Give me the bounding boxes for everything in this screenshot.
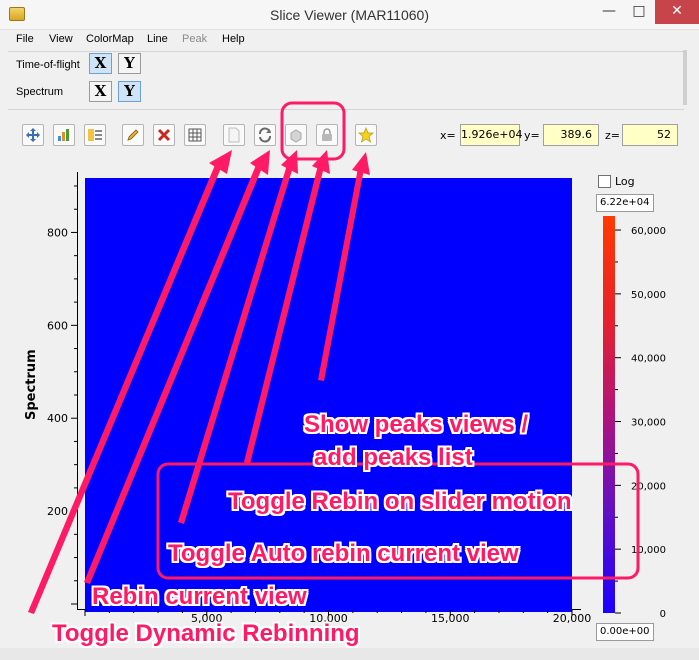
spectrum-y-button[interactable]: Y [118,81,141,102]
z-coord-field[interactable]: 52 [622,124,678,146]
minimize-button[interactable]: — [602,3,616,19]
annotation-dynamic-rebin: Toggle Dynamic Rebinning [52,620,360,647]
menu-peak[interactable]: Peak [182,33,208,45]
divider [8,109,684,110]
colorbar-max-field[interactable]: 6.22e+04 [596,194,654,212]
cube-icon [290,129,302,143]
colorbar-tick-label: 60,000 [631,226,666,237]
lock-rebin-button[interactable] [316,124,338,146]
app-icon [9,7,25,21]
log-label: Log [615,175,635,188]
chart-icon [58,129,69,141]
x-tick-label: 20,000 [553,612,592,625]
tof-x-button[interactable]: X [89,53,112,74]
refresh-icon [259,127,271,143]
clear-line-button[interactable] [153,124,175,146]
menu-line[interactable]: Line [147,33,168,45]
spectrum-x-button[interactable]: X [89,81,112,102]
colorbar-tick-label: 10,000 [631,545,666,556]
maximize-button[interactable]: □ [632,3,646,19]
colorbar-min-field[interactable]: 0.00e+00 [596,623,654,641]
colorbar-tick-label: 0 [660,609,666,620]
auto-rebin-button[interactable] [285,124,307,146]
close-button[interactable]: ✕ [655,0,699,24]
arrowhead-dynamic-rebin [209,150,232,174]
zoom-pan-button[interactable] [22,124,44,146]
dimension-label-tof: Time-of-flight [16,59,80,71]
y-tick-label: 400 [47,412,68,425]
line-tool-button[interactable] [122,124,144,146]
grid-button[interactable] [184,124,206,146]
y-tick-label: 200 [47,505,68,518]
title-bar: Slice Viewer (MAR11060) — □ ✕ [0,0,699,30]
grid-icon [188,128,202,142]
menu-file[interactable]: File [16,33,34,45]
colorbar-tick-label: 30,000 [631,418,666,429]
status-strip [0,648,699,660]
rebin-button[interactable] [223,124,245,146]
colormap-button[interactable] [84,124,106,146]
y-tick-label: 600 [47,319,68,332]
x-coord-field[interactable]: 1.926e+04 [460,124,522,146]
menu-help[interactable]: Help [222,33,245,45]
red-x-icon [157,128,171,142]
annotation-slider-rebin: Toggle Rebin on slider motion [228,488,572,515]
annotation-auto-rebin: Toggle Auto rebin current view [168,540,519,567]
annotation-rebin-current: Rebin current view [92,583,307,610]
arrowhead-slider-rebin [312,150,330,174]
window-title: Slice Viewer (MAR11060) [270,7,429,23]
divider [8,51,684,52]
peaks-button[interactable] [355,124,377,146]
dimension-label-spectrum: Spectrum [16,86,64,98]
refresh-button[interactable] [254,124,276,146]
move-arrows-icon [26,128,40,142]
arrowhead-auto-rebin [281,150,298,174]
colorbar [603,216,615,613]
lock-icon [322,128,332,141]
scrollbar[interactable] [683,50,687,105]
x-coord-label: x= [440,129,456,142]
menu-view[interactable]: View [49,33,73,45]
z-coord-label: z= [605,129,620,142]
fit-view-button[interactable] [53,124,75,146]
menu-bar: File View ColorMap Line Peak Help [0,31,699,49]
menu-colormap[interactable]: ColorMap [86,33,134,45]
colorbar-tick-label: 20,000 [631,481,666,492]
x-tick-label: 15,000 [431,612,470,625]
log-checkbox[interactable] [598,175,611,188]
colorbar-tick-label: 40,000 [631,354,666,365]
colormap-icon [88,129,102,141]
pencil-icon [127,129,139,141]
y-axis-label: Spectrum [24,349,39,420]
star-icon [358,127,374,143]
y-tick-label: 800 [47,226,68,239]
y-coord-label: y= [524,129,540,142]
annotation-show-peaks: Show peaks views / [304,411,529,438]
page-icon [228,127,240,143]
annotation-add-peaks: add peaks list [314,444,473,471]
colorbar-tick-label: 50,000 [631,290,666,301]
tof-y-button[interactable]: Y [118,53,141,74]
y-coord-field[interactable]: 389.6 [543,124,599,146]
